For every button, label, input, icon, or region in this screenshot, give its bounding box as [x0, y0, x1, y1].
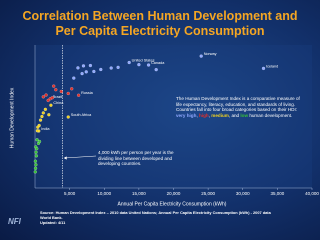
point: [88, 63, 93, 68]
point: [34, 150, 38, 154]
point-label: United States: [132, 59, 155, 63]
point: [49, 103, 53, 107]
point-label: Canada: [151, 61, 165, 65]
point: [35, 129, 40, 133]
x-tick-label: 15,000: [132, 191, 146, 196]
point: [109, 66, 113, 70]
point: [37, 139, 42, 144]
point: [38, 118, 43, 122]
point: [54, 88, 58, 92]
point: [33, 170, 37, 174]
point: [261, 66, 266, 71]
note-text: human development.: [248, 112, 293, 118]
point: [127, 60, 131, 65]
point: [92, 69, 96, 74]
point-label: China: [53, 101, 64, 105]
legend-entry: medium: [211, 112, 229, 118]
point: [33, 166, 38, 170]
point: [146, 63, 151, 67]
point: [70, 87, 74, 91]
point: [41, 111, 45, 115]
point: [40, 114, 44, 119]
x-tick-label: 25,000: [201, 191, 215, 196]
point: [80, 71, 84, 76]
legend-entry: very high: [176, 112, 197, 118]
point-label: Brazil: [53, 95, 63, 99]
point: [52, 84, 56, 88]
point-label: Norway: [204, 52, 217, 56]
point: [34, 154, 38, 158]
note-text: The Human Development Index is a compara…: [176, 96, 300, 113]
point: [84, 70, 88, 74]
source-text: Source: Human Development Index – 2010 d…: [40, 210, 271, 220]
point: [66, 91, 70, 96]
point: [66, 115, 70, 119]
point: [77, 93, 81, 97]
x-tick-label: 35,000: [270, 191, 284, 196]
legend: very high, high, medium, and low: [176, 113, 248, 118]
point: [35, 147, 39, 151]
updated-text: Updated: 4/11: [40, 219, 66, 225]
x-tick-label: 20,000: [167, 191, 181, 196]
x-tick-label: 10,000: [97, 191, 111, 196]
point-label: Iceland: [266, 64, 278, 68]
note-text: , and: [228, 112, 241, 118]
point: [154, 68, 158, 72]
point: [44, 93, 48, 97]
logo: NFI: [8, 217, 22, 226]
point: [34, 163, 38, 167]
point: [59, 89, 63, 94]
point: [41, 95, 45, 99]
point: [199, 54, 203, 58]
point: [72, 76, 76, 80]
chart-title: Correlation Between Human Development an…: [22, 9, 297, 38]
point: [137, 63, 141, 67]
point: [116, 65, 120, 69]
x-tick-label: 30,000: [236, 191, 250, 196]
point: [50, 96, 54, 100]
title-line: Correlation Between Human Development an…: [22, 9, 297, 23]
point: [35, 138, 39, 142]
point: [76, 66, 80, 70]
title-line: Per Capita Electricity Consumption: [55, 24, 264, 38]
point-label: India: [41, 127, 50, 131]
note-text: ,: [208, 112, 212, 118]
hdi-note: The Human Development Index is a compara…: [176, 96, 302, 118]
point: [43, 107, 47, 111]
point-label: Russia: [81, 91, 93, 95]
reference-arrow: [64, 155, 97, 159]
reference-note: 4,000 kWh per person per year is the div…: [98, 150, 174, 167]
point: [46, 98, 50, 103]
arrow-head: [63, 156, 67, 160]
plot-area: [35, 45, 312, 188]
x-tick-label: 40,000: [305, 191, 319, 196]
point: [47, 113, 51, 117]
point: [99, 67, 103, 72]
point: [33, 159, 38, 163]
x-tick-label: 5,000: [64, 191, 76, 196]
point-label: South Africa: [71, 113, 92, 117]
x-axis-label: Annual Per Capita Electricity Consumptio…: [118, 201, 227, 207]
legend-entry: high: [199, 112, 209, 118]
source: Source: Human Development Index – 2010 d…: [40, 210, 280, 225]
point: [81, 64, 86, 68]
note-text: ,: [196, 112, 199, 118]
y-axis-label: Human Development Index: [9, 87, 15, 148]
legend-entry: low: [240, 112, 249, 118]
point: [36, 125, 40, 129]
